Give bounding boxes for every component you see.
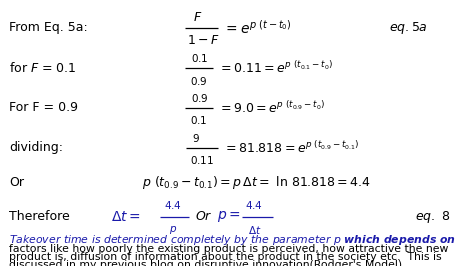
Text: product is, diffusion of information about the product in the society etc.  This: product is, diffusion of information abo…	[9, 252, 442, 263]
Text: $0.11$: $0.11$	[190, 154, 214, 167]
Text: For F = 0.9: For F = 0.9	[9, 101, 79, 114]
Text: $4.4$: $4.4$	[164, 199, 182, 211]
Text: $= 81.818 = e^{p\ (t_{0.9}-t_{0.1})}$: $= 81.818 = e^{p\ (t_{0.9}-t_{0.1})}$	[223, 140, 359, 156]
Text: $p\ (t_{0.9} - t_{0.1}) = p\,\Delta t =\ \mathrm{ln}\ 81.818 = 4.4$: $p\ (t_{0.9} - t_{0.1}) = p\,\Delta t =\…	[142, 174, 371, 191]
Text: From Eq. 5a:: From Eq. 5a:	[9, 22, 88, 34]
Text: dividing:: dividing:	[9, 141, 64, 154]
Text: $= e^{p\ (t-t_0)}$: $= e^{p\ (t-t_0)}$	[223, 19, 291, 37]
Text: factors like how poorly the existing product is perceived, how attractive the ne: factors like how poorly the existing pro…	[9, 244, 449, 254]
Text: Or: Or	[9, 176, 25, 189]
Text: $\Delta t$: $\Delta t$	[248, 224, 261, 236]
Text: $p$: $p$	[169, 224, 177, 236]
Text: $= 9.0 = e^{p\ (t_{0.9}-t_0)}$: $= 9.0 = e^{p\ (t_{0.9}-t_0)}$	[218, 100, 325, 116]
Text: Therefore: Therefore	[9, 210, 70, 223]
Text: $F$: $F$	[193, 11, 202, 24]
Text: $Or$: $Or$	[195, 210, 213, 223]
Text: $0.9$: $0.9$	[191, 92, 209, 104]
Text: for $\mathit{F}$ = 0.1: for $\mathit{F}$ = 0.1	[9, 61, 77, 75]
Text: $eq.\ 8$: $eq.\ 8$	[415, 209, 450, 225]
Text: discussed in my previous blog on disruptive innovation(Rodger's Model).: discussed in my previous blog on disrupt…	[9, 260, 406, 266]
Text: $eq.5a$: $eq.5a$	[389, 20, 428, 36]
Text: $9$: $9$	[192, 131, 201, 144]
Text: $4.4$: $4.4$	[245, 199, 263, 211]
Text: $0.1$: $0.1$	[190, 114, 207, 127]
Text: $\mathit{Takeover\ time\ is\ determined\ completely\ by\ the\ parameter\ p}$ whi: $\mathit{Takeover\ time\ is\ determined\…	[9, 233, 456, 247]
Text: $= 0.11 = e^{p\ (t_{0.1}-t_0)}$: $= 0.11 = e^{p\ (t_{0.1}-t_0)}$	[218, 60, 333, 76]
Text: $1-F$: $1-F$	[187, 34, 220, 47]
Text: $0.1$: $0.1$	[191, 52, 209, 64]
Text: $p =$: $p =$	[217, 209, 241, 224]
Text: $\Delta t =$: $\Delta t =$	[111, 210, 141, 224]
Text: $0.9$: $0.9$	[190, 74, 207, 87]
